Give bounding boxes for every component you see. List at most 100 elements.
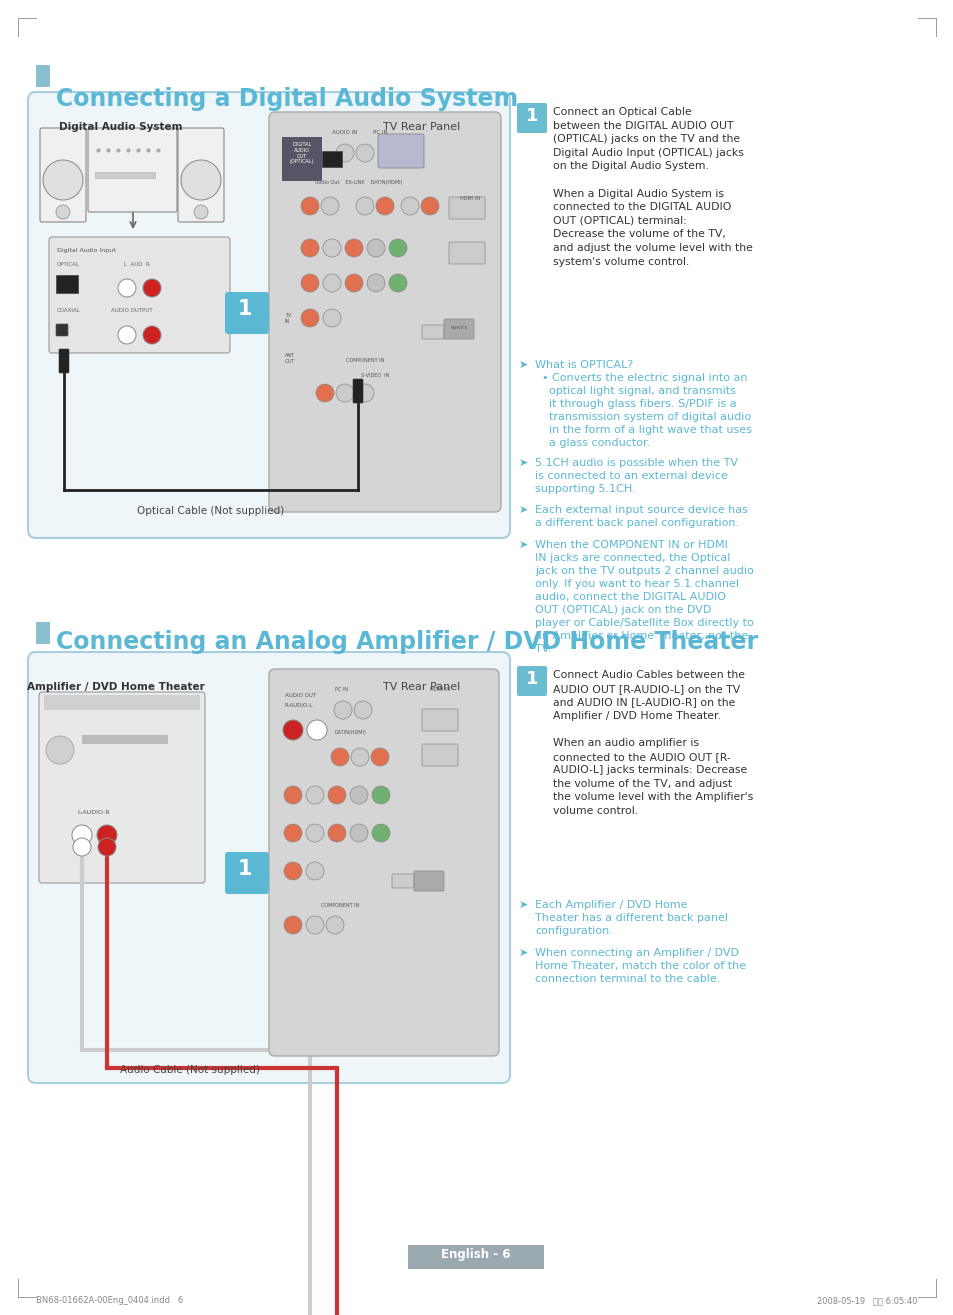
Text: TV
IN: TV IN	[285, 313, 291, 323]
FancyBboxPatch shape	[36, 64, 50, 87]
Text: AUDIO OUTPUT: AUDIO OUTPUT	[112, 308, 152, 313]
Circle shape	[118, 326, 136, 345]
Circle shape	[354, 701, 372, 719]
Circle shape	[71, 825, 91, 846]
Text: Digital Audio Input: Digital Audio Input	[57, 249, 115, 252]
Polygon shape	[260, 313, 270, 325]
FancyBboxPatch shape	[82, 735, 167, 743]
Circle shape	[335, 145, 354, 162]
Circle shape	[307, 721, 327, 740]
Text: What is OPTICAL?
  • Converts the electric signal into an
    optical light sign: What is OPTICAL? • Converts the electric…	[535, 360, 751, 448]
Text: ➤: ➤	[518, 360, 528, 370]
Circle shape	[284, 917, 302, 934]
Text: ANT
OUT: ANT OUT	[285, 352, 294, 364]
Circle shape	[371, 748, 389, 767]
FancyBboxPatch shape	[517, 665, 546, 696]
Text: 1: 1	[525, 107, 537, 125]
FancyBboxPatch shape	[353, 379, 363, 402]
Circle shape	[420, 197, 438, 214]
Circle shape	[335, 384, 354, 402]
Circle shape	[355, 384, 374, 402]
Text: 1: 1	[237, 299, 253, 320]
Text: ➤: ➤	[518, 458, 528, 468]
Circle shape	[193, 205, 208, 220]
Circle shape	[143, 279, 161, 297]
FancyBboxPatch shape	[392, 874, 414, 888]
Circle shape	[372, 825, 390, 842]
Text: AUDIO OUT: AUDIO OUT	[285, 693, 315, 698]
FancyBboxPatch shape	[28, 652, 510, 1084]
FancyBboxPatch shape	[95, 172, 154, 178]
Circle shape	[46, 736, 74, 764]
Circle shape	[350, 825, 368, 842]
Circle shape	[355, 197, 374, 214]
Text: When connecting an Amplifier / DVD
Home Theater, match the color of the
connecti: When connecting an Amplifier / DVD Home …	[535, 948, 745, 984]
Text: Audio Out    EX-LINK    DATIN(HDMI): Audio Out EX-LINK DATIN(HDMI)	[314, 180, 402, 185]
Circle shape	[328, 786, 346, 803]
Text: English - 6: English - 6	[441, 1248, 510, 1261]
Circle shape	[351, 748, 369, 767]
Circle shape	[367, 239, 385, 256]
FancyBboxPatch shape	[225, 292, 269, 334]
Text: Audio Cable (Not supplied): Audio Cable (Not supplied)	[120, 1065, 259, 1074]
Circle shape	[301, 197, 318, 214]
Circle shape	[306, 917, 324, 934]
Text: Connect Audio Cables between the
AUDIO OUT [R-AUDIO-L] on the TV
and AUDIO IN [L: Connect Audio Cables between the AUDIO O…	[553, 671, 753, 817]
Circle shape	[301, 239, 318, 256]
Text: 2008-05-19   오후 6:05:40: 2008-05-19 오후 6:05:40	[817, 1297, 917, 1304]
Text: Connect an Optical Cable
between the DIGITAL AUDIO OUT
(OPTICAL) jacks on the TV: Connect an Optical Cable between the DIG…	[553, 107, 752, 267]
Text: 5.1CH audio is possible when the TV
is connected to an external device
supportin: 5.1CH audio is possible when the TV is c…	[535, 458, 738, 493]
Circle shape	[118, 279, 136, 297]
Text: L  AUD  R: L AUD R	[124, 262, 150, 267]
Circle shape	[284, 825, 302, 842]
Circle shape	[326, 917, 344, 934]
FancyBboxPatch shape	[59, 348, 69, 373]
Circle shape	[350, 786, 368, 803]
Text: ➤: ➤	[518, 505, 528, 515]
FancyBboxPatch shape	[40, 128, 86, 222]
Text: Each external input source device has
a different back panel configuration.: Each external input source device has a …	[535, 505, 747, 529]
FancyBboxPatch shape	[36, 622, 50, 644]
Circle shape	[323, 274, 340, 292]
Circle shape	[367, 274, 385, 292]
Circle shape	[301, 309, 318, 327]
Text: Digital Audio System: Digital Audio System	[59, 122, 183, 132]
Text: PC IN: PC IN	[335, 686, 348, 692]
FancyBboxPatch shape	[408, 1245, 543, 1269]
FancyBboxPatch shape	[449, 197, 484, 220]
FancyBboxPatch shape	[49, 237, 230, 352]
Circle shape	[143, 326, 161, 345]
Circle shape	[301, 274, 318, 292]
Text: HDMI IN: HDMI IN	[459, 196, 479, 201]
Text: BN68-01662A-00Eng_0404.indd   6: BN68-01662A-00Eng_0404.indd 6	[36, 1297, 183, 1304]
Text: ➤: ➤	[518, 899, 528, 910]
FancyBboxPatch shape	[377, 134, 423, 168]
Text: TV Rear Panel: TV Rear Panel	[383, 122, 460, 132]
FancyBboxPatch shape	[282, 137, 322, 181]
Circle shape	[98, 838, 116, 856]
Text: AUDIO IN         PC IN: AUDIO IN PC IN	[332, 130, 388, 135]
Text: When the COMPONENT IN or HDMI
IN jacks are connected, the Optical
jack on the TV: When the COMPONENT IN or HDMI IN jacks a…	[535, 540, 753, 655]
Text: SERVICE: SERVICE	[450, 326, 467, 330]
Text: R-AUDIO-L: R-AUDIO-L	[285, 704, 313, 707]
FancyBboxPatch shape	[56, 323, 68, 337]
FancyBboxPatch shape	[449, 242, 484, 264]
Polygon shape	[260, 873, 270, 885]
Circle shape	[400, 197, 418, 214]
Circle shape	[323, 309, 340, 327]
Circle shape	[284, 863, 302, 880]
Text: COAXIAL: COAXIAL	[57, 308, 81, 313]
Circle shape	[306, 825, 324, 842]
FancyBboxPatch shape	[443, 320, 474, 339]
Circle shape	[73, 838, 91, 856]
Circle shape	[97, 825, 117, 846]
Circle shape	[345, 274, 363, 292]
Circle shape	[315, 384, 334, 402]
Text: COMPONENT IN: COMPONENT IN	[345, 358, 384, 363]
FancyBboxPatch shape	[421, 325, 443, 339]
Text: 1: 1	[525, 671, 537, 688]
Circle shape	[284, 786, 302, 803]
FancyBboxPatch shape	[269, 112, 500, 512]
FancyBboxPatch shape	[178, 128, 224, 222]
Text: Connecting an Analog Amplifier / DVD Home Theater: Connecting an Analog Amplifier / DVD Hom…	[56, 630, 758, 654]
